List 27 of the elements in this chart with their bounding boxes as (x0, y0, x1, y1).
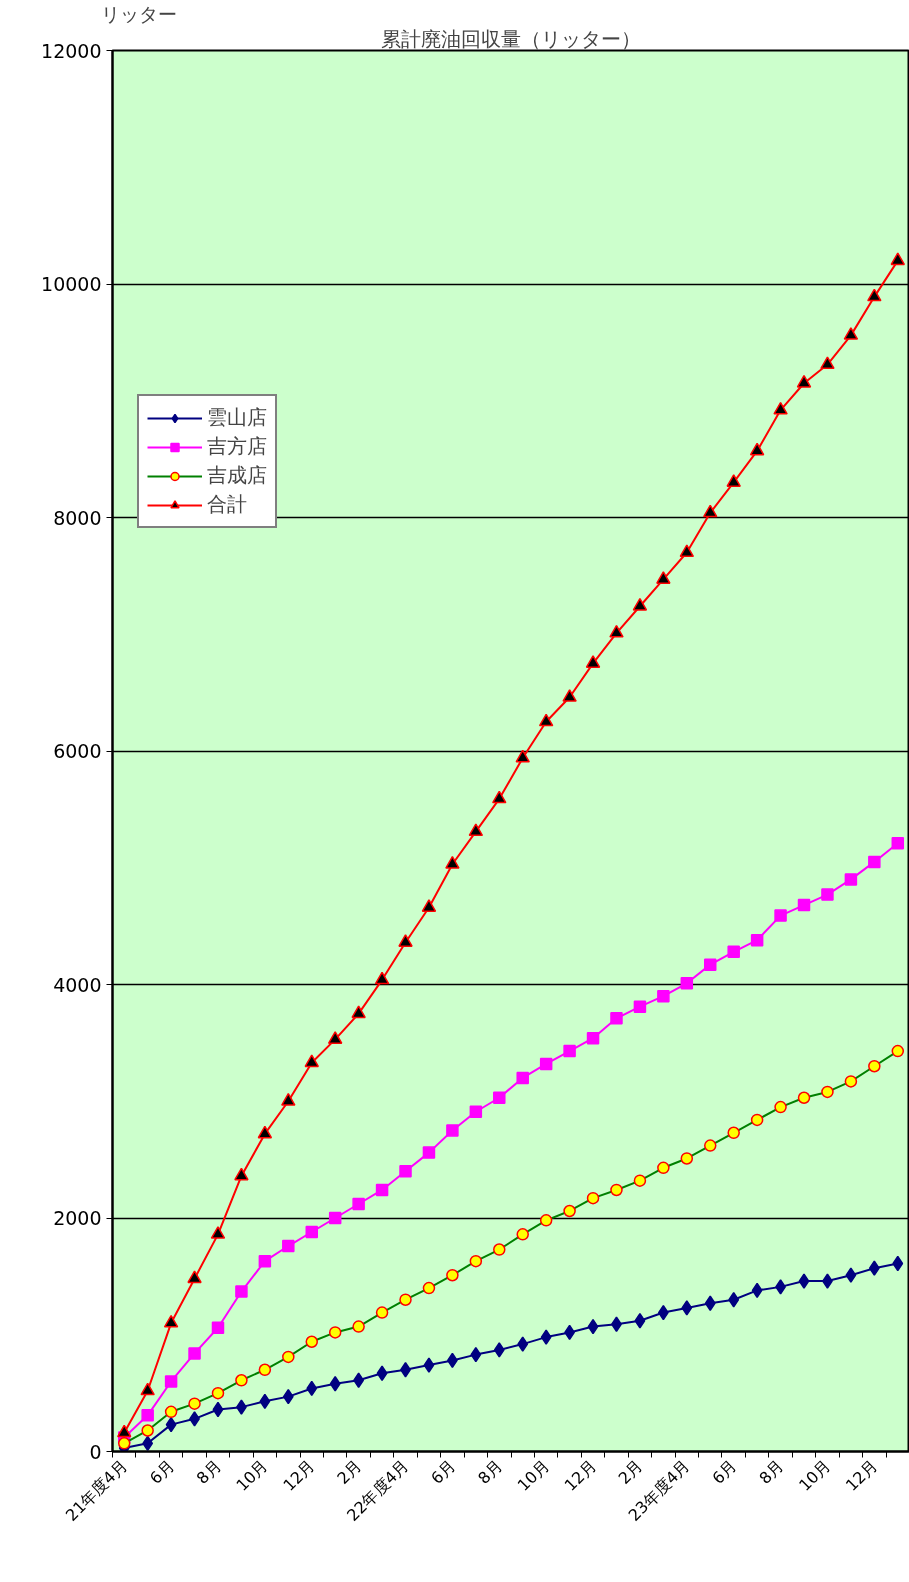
x-tick-label: 10月 (795, 1455, 835, 1495)
y-axis-title: リッター (100, 2, 177, 25)
x-tick-label: 12月 (279, 1455, 319, 1495)
x-tick-label: 12月 (841, 1455, 882, 1495)
y-tick-label: 10000 (41, 273, 102, 295)
y-tick-label: 4000 (53, 973, 102, 996)
x-tick-label: 12月 (560, 1455, 600, 1495)
chart-title: 累計廃油回収量（リッター） (381, 26, 641, 51)
y-tick-label: 8000 (53, 506, 102, 529)
y-tick-label: 6000 (53, 740, 102, 762)
x-tick-label: 10月 (232, 1455, 272, 1495)
x-tick-label: 8月 (474, 1455, 506, 1488)
y-tick-label: 12000 (41, 39, 102, 62)
x-tick-label: 8月 (192, 1455, 225, 1488)
legend-label: 吉方店 (207, 433, 267, 460)
x-tick-label: 6月 (708, 1455, 741, 1488)
x-tick-label: 2月 (614, 1455, 647, 1488)
legend-label: 吉成店 (207, 462, 267, 489)
y-tick-label: 2000 (53, 1207, 102, 1229)
y-tick-label: 0 (89, 1440, 102, 1463)
x-tick-label: 2月 (333, 1455, 366, 1488)
legend-label: 雲山店 (207, 404, 267, 431)
x-tick-label: 6月 (427, 1455, 460, 1488)
x-tick-label: 6月 (145, 1455, 178, 1488)
x-tick-label: 8月 (755, 1455, 788, 1488)
x-tick-label: 10月 (513, 1455, 553, 1495)
legend-label: 合計 (207, 491, 247, 518)
